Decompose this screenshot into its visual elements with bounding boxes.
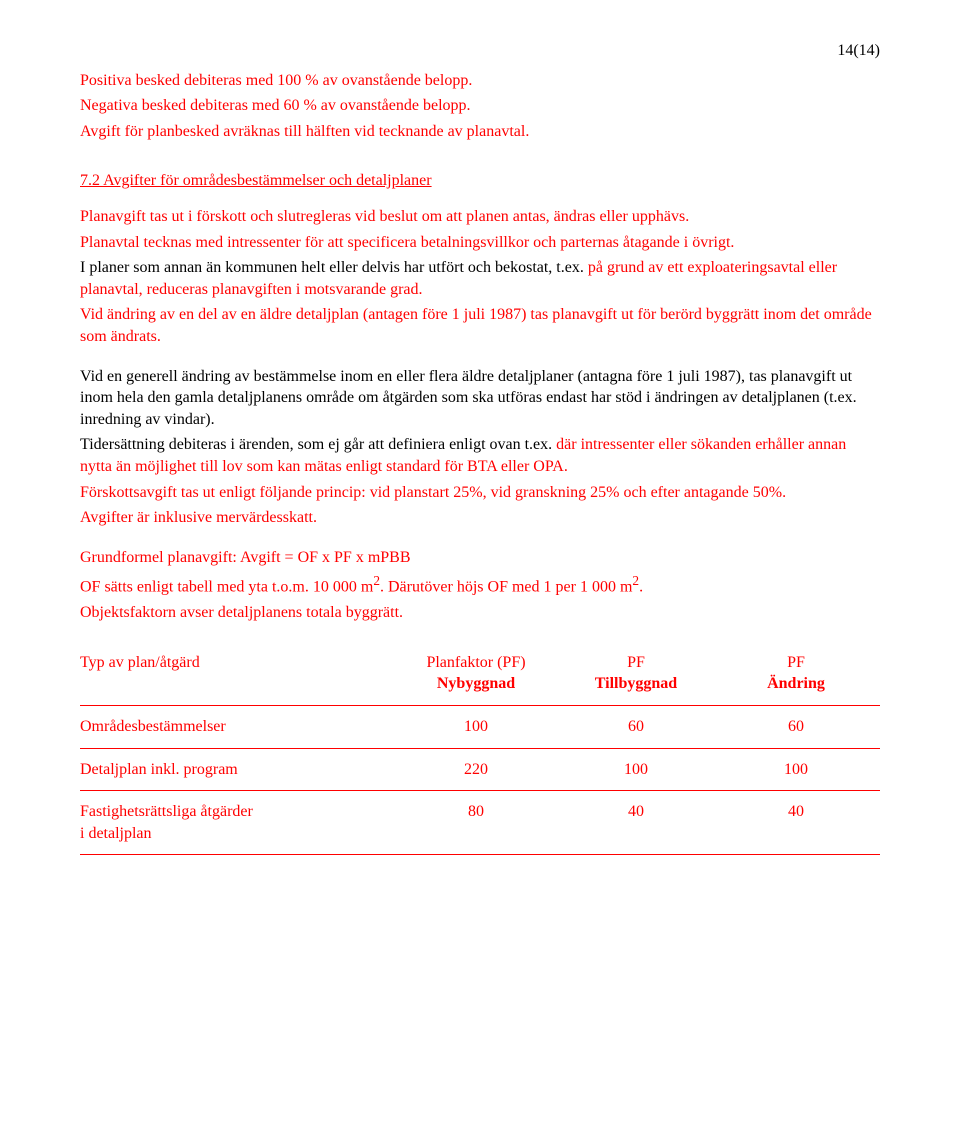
row1-v2: 100 xyxy=(560,748,720,791)
row0-v2: 60 xyxy=(560,705,720,748)
intro-line-2: Negativa besked debiteras med 60 % av ov… xyxy=(80,95,880,117)
para1-line4: Vid ändring av en del av en äldre detalj… xyxy=(80,304,880,347)
para2-line3: Förskottsavgift tas ut enligt följande p… xyxy=(80,482,880,504)
header-type-text: Typ av plan/åtgärd xyxy=(80,654,200,671)
para-1: Planavgift tas ut i förskott och slutreg… xyxy=(80,206,880,348)
header-andr-l2: Ändring xyxy=(767,675,825,692)
fee-table: Typ av plan/åtgärd Planfaktor (PF) Nybyg… xyxy=(80,642,880,856)
header-till-l1: PF xyxy=(627,654,645,671)
para2-line4: Avgifter är inklusive mervärdesskatt. xyxy=(80,507,880,529)
row2-v1: 80 xyxy=(400,791,560,855)
row0-v1: 100 xyxy=(400,705,560,748)
table-row: Detaljplan inkl. program 220 100 100 xyxy=(80,748,880,791)
para-2: Vid en generell ändring av bestämmelse i… xyxy=(80,366,880,529)
row2-label-l2: i detaljplan xyxy=(80,825,152,842)
para2-line1: Vid en generell ändring av bestämmelse i… xyxy=(80,366,880,431)
para3-line2: OF sätts enligt tabell med yta t.o.m. 10… xyxy=(80,572,880,598)
row1-v3: 100 xyxy=(720,748,880,791)
para1-line2: Planavtal tecknas med intressenter för a… xyxy=(80,232,880,254)
para3-line2-end: . xyxy=(639,579,643,596)
para1-line3: I planer som annan än kommunen helt elle… xyxy=(80,257,880,300)
para3-line3: Objektsfaktorn avser detaljplanens total… xyxy=(80,602,880,624)
intro-block: Positiva besked debiteras med 100 % av o… xyxy=(80,70,880,143)
header-andr-l1: PF xyxy=(787,654,805,671)
para3-line2-mid: . Därutöver höjs OF med 1 per 1 000 m xyxy=(380,579,632,596)
row0-v3: 60 xyxy=(720,705,880,748)
table-row: Fastighetsrättsliga åtgärder i detaljpla… xyxy=(80,791,880,855)
header-till: PF Tillbyggnad xyxy=(560,642,720,706)
row1-label: Detaljplan inkl. program xyxy=(80,748,400,791)
para1-line1: Planavgift tas ut i förskott och slutreg… xyxy=(80,206,880,228)
header-type: Typ av plan/åtgärd xyxy=(80,642,400,706)
header-andr: PF Ändring xyxy=(720,642,880,706)
header-pf-l1: Planfaktor (PF) xyxy=(426,654,525,671)
para2-line2: Tidersättning debiteras i ärenden, som e… xyxy=(80,434,880,477)
row2-label: Fastighetsrättsliga åtgärder i detaljpla… xyxy=(80,791,400,855)
para3-sup1: 2 xyxy=(373,573,380,588)
intro-line-1: Positiva besked debiteras med 100 % av o… xyxy=(80,70,880,92)
para3-line2-pre: OF sätts enligt tabell med yta t.o.m. 10… xyxy=(80,579,373,596)
header-till-l2: Tillbyggnad xyxy=(595,675,677,692)
para1-line3a: I planer som annan än kommunen helt elle… xyxy=(80,259,584,276)
row2-v2: 40 xyxy=(560,791,720,855)
table-row: Områdesbestämmelser 100 60 60 xyxy=(80,705,880,748)
row2-v3: 40 xyxy=(720,791,880,855)
page-number: 14(14) xyxy=(80,40,880,62)
table-header-row: Typ av plan/åtgärd Planfaktor (PF) Nybyg… xyxy=(80,642,880,706)
section-title: 7.2 Avgifter för områdesbestämmelser och… xyxy=(80,170,880,192)
row2-label-l1: Fastighetsrättsliga åtgärder xyxy=(80,803,253,820)
para-3: Grundformel planavgift: Avgift = OF x PF… xyxy=(80,547,880,624)
para2-line2a: Tidersättning debiteras i ärenden, som e… xyxy=(80,436,552,453)
row1-v1: 220 xyxy=(400,748,560,791)
intro-line-3: Avgift för planbesked avräknas till hälf… xyxy=(80,121,880,143)
header-pf: Planfaktor (PF) Nybyggnad xyxy=(400,642,560,706)
row0-label: Områdesbestämmelser xyxy=(80,705,400,748)
header-pf-l2: Nybyggnad xyxy=(437,675,515,692)
para3-line1: Grundformel planavgift: Avgift = OF x PF… xyxy=(80,547,880,569)
